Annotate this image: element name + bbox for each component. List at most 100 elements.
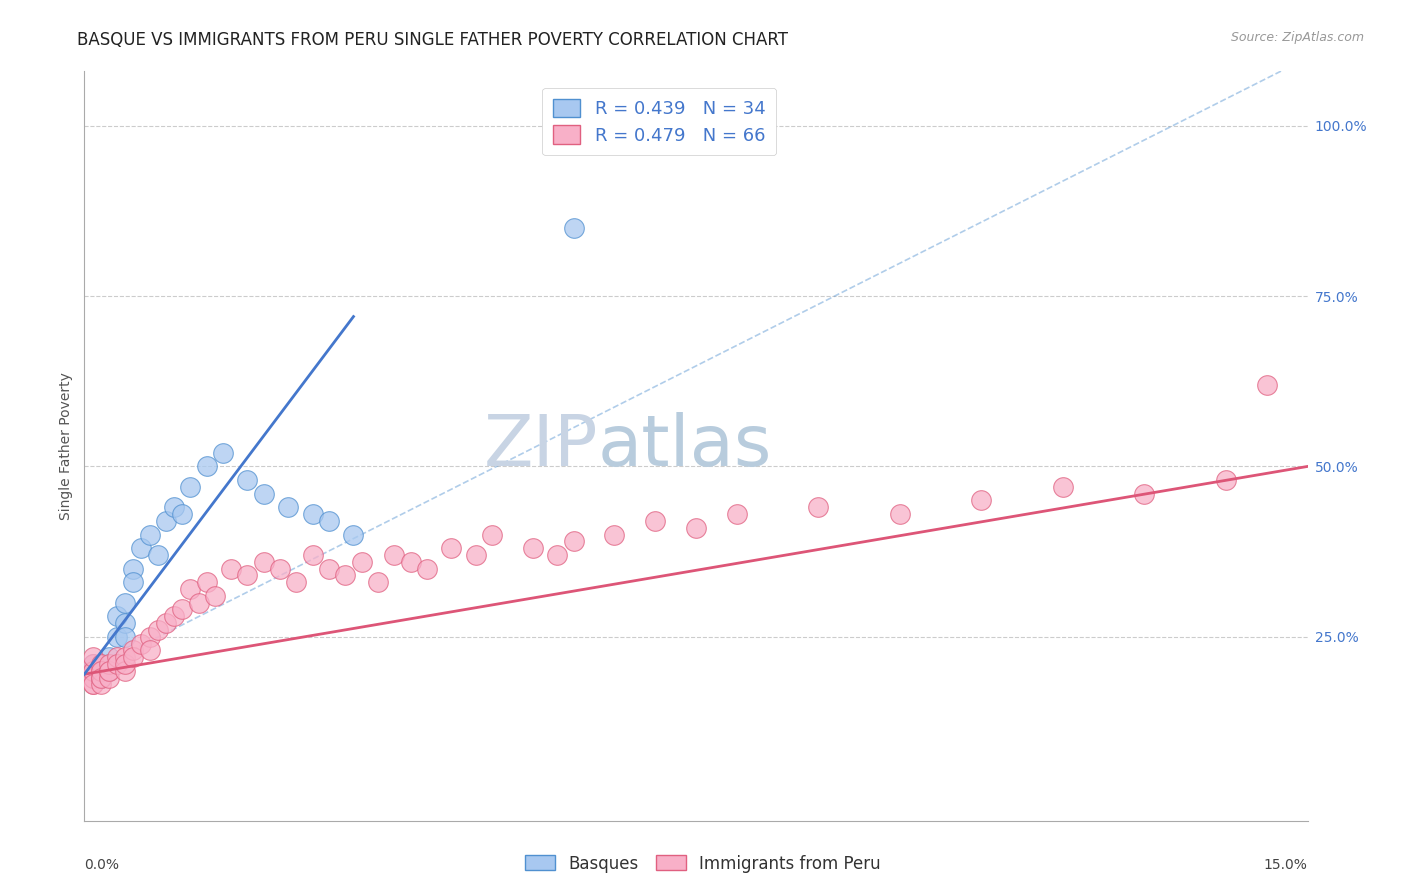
Point [163,609,186,624]
Point [138,643,160,657]
Point [342,527,364,541]
Point [212,446,235,460]
Point [90,657,112,671]
Point [138,527,160,541]
Point [889,507,911,521]
Legend: R = 0.439   N = 34, R = 0.479   N = 66: R = 0.439 N = 34, R = 0.479 N = 66 [543,88,776,155]
Point [481,527,503,541]
Point [97,671,120,685]
Point [367,575,389,590]
Point [105,657,128,671]
Point [522,541,544,556]
Point [114,650,136,665]
Point [236,568,259,582]
Point [90,664,112,678]
Y-axis label: Single Father Poverty: Single Father Poverty [59,372,73,520]
Point [97,650,120,665]
Point [685,521,707,535]
Point [82,671,104,685]
Point [195,575,218,590]
Point [179,582,201,596]
Point [546,548,568,562]
Point [82,650,104,665]
Text: 15.0%: 15.0% [1264,858,1308,872]
Point [90,657,112,671]
Point [155,514,177,528]
Point [97,657,120,671]
Text: 0.0%: 0.0% [84,858,120,872]
Point [131,636,153,650]
Point [97,664,120,678]
Point [114,616,136,631]
Point [382,548,405,562]
Point [253,486,276,500]
Text: BASQUE VS IMMIGRANTS FROM PERU SINGLE FATHER POVERTY CORRELATION CHART: BASQUE VS IMMIGRANTS FROM PERU SINGLE FA… [77,31,789,49]
Point [464,548,486,562]
Point [172,602,194,616]
Point [90,664,112,678]
Point [1133,486,1156,500]
Point [318,514,340,528]
Point [350,555,373,569]
Point [179,480,201,494]
Point [807,500,830,515]
Point [90,664,112,678]
Point [219,561,242,575]
Point [105,650,128,665]
Point [644,514,666,528]
Point [562,221,585,235]
Point [269,561,291,575]
Point [105,609,128,624]
Point [1052,480,1074,494]
Point [562,534,585,549]
Point [236,473,259,487]
Point [253,555,276,569]
Point [114,664,136,678]
Point [82,664,104,678]
Point [114,630,136,644]
Point [97,657,120,671]
Point [204,589,226,603]
Point [114,657,136,671]
Point [146,623,169,637]
Point [90,677,112,691]
Point [725,507,748,521]
Point [122,650,145,665]
Point [1215,473,1237,487]
Legend: Basques, Immigrants from Peru: Basques, Immigrants from Peru [519,848,887,880]
Point [82,664,104,678]
Point [131,541,153,556]
Point [399,555,422,569]
Point [138,630,160,644]
Point [195,459,218,474]
Point [105,630,128,644]
Point [416,561,439,575]
Point [1256,377,1278,392]
Point [122,575,145,590]
Text: atlas: atlas [598,411,772,481]
Point [82,671,104,685]
Point [82,664,104,678]
Point [90,671,112,685]
Point [114,596,136,610]
Point [122,561,145,575]
Point [440,541,463,556]
Point [90,671,112,685]
Point [82,671,104,685]
Point [82,657,104,671]
Point [285,575,308,590]
Point [155,616,177,631]
Text: ZIP: ZIP [484,411,598,481]
Point [318,561,340,575]
Point [97,664,120,678]
Point [187,596,209,610]
Point [90,664,112,678]
Point [970,493,993,508]
Point [82,677,104,691]
Point [301,507,323,521]
Point [163,500,186,515]
Point [335,568,357,582]
Point [82,677,104,691]
Text: Source: ZipAtlas.com: Source: ZipAtlas.com [1230,31,1364,45]
Point [146,548,169,562]
